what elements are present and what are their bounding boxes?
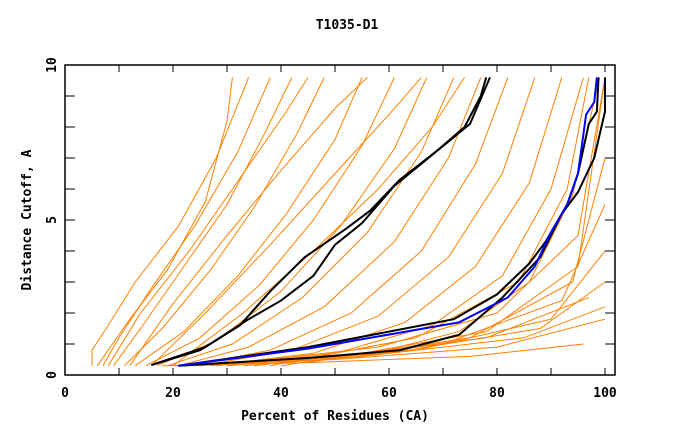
model-curve-14	[96, 77, 233, 366]
y-axis-label: Distance Cutoff, A	[20, 149, 35, 290]
chart-title: T1035-D1	[316, 18, 379, 33]
model-curve-15	[107, 77, 309, 366]
model-curve-26	[162, 343, 584, 367]
x-tick-label: 20	[165, 386, 181, 401]
plot-frame	[64, 64, 616, 376]
model-curve-10	[199, 77, 536, 367]
model-curve-2	[113, 77, 293, 366]
model-curve-18	[172, 77, 466, 367]
model-curve-4	[134, 77, 363, 367]
model-curve-7	[167, 77, 455, 367]
x-tick-label: 100	[593, 386, 617, 401]
model-curve-28	[216, 77, 606, 367]
x-tick-label: 80	[489, 386, 505, 401]
x-axis-label: Percent of Residues (CA)	[241, 409, 429, 424]
axis-ticks: 0 20 40 60 80 100 0 5 10	[45, 57, 617, 401]
model-curve-0	[91, 77, 250, 366]
x-tick-label: 0	[61, 386, 69, 401]
model-curve-6	[156, 77, 428, 367]
model-curve-29	[270, 77, 590, 367]
model-curve-1	[102, 77, 271, 366]
x-tick-label: 60	[381, 386, 397, 401]
model-curve-5	[145, 77, 395, 367]
model-curve-25	[307, 77, 606, 364]
curves	[91, 77, 606, 367]
model-curve-3	[124, 77, 325, 367]
model-curve-8	[178, 77, 482, 367]
model-curve-17	[151, 77, 422, 367]
y-tick-label: 10	[45, 57, 60, 73]
model-curve-13	[243, 77, 601, 367]
model-curve-11	[210, 77, 563, 367]
model-curve-12	[226, 77, 584, 367]
x-tick-label: 40	[273, 386, 289, 401]
y-tick-label: 0	[45, 371, 60, 379]
model-curve-16	[129, 77, 368, 366]
reference-curve-0	[178, 77, 598, 367]
model-curve-9	[189, 77, 509, 367]
y-tick-label: 5	[45, 216, 60, 224]
highlight-curve-1	[151, 77, 488, 367]
